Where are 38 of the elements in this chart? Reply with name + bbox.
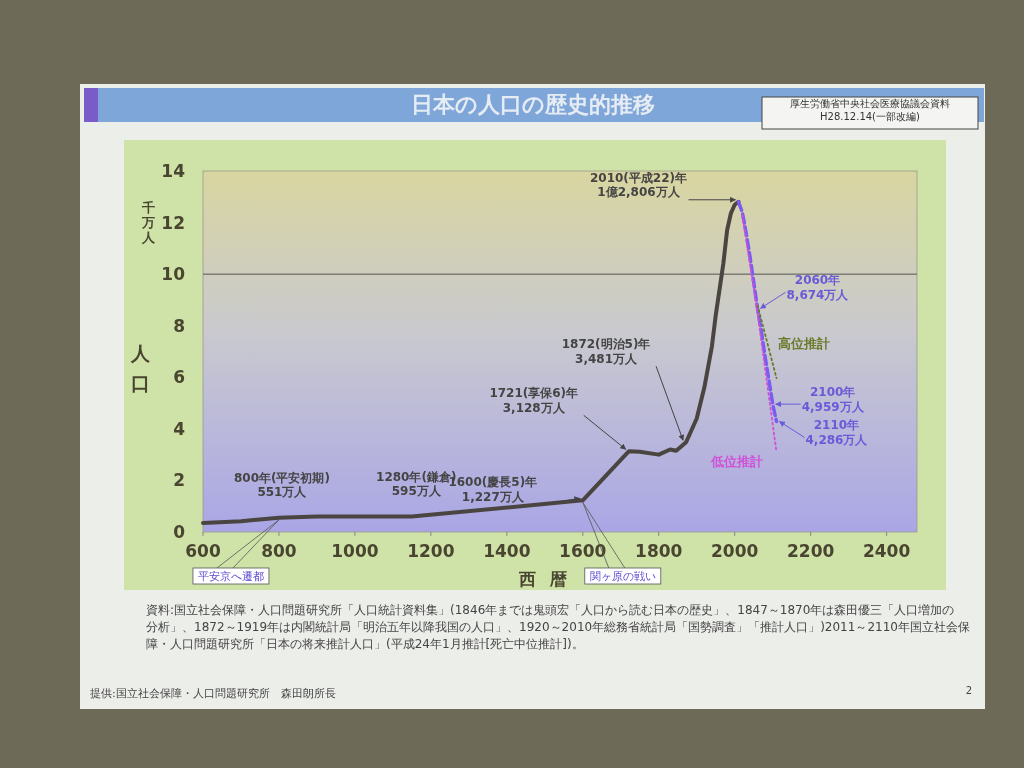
text: 提供:国立社会保障・人口問題研究所 森田朗所長 xyxy=(90,687,336,700)
x-tick-label: 2200 xyxy=(787,541,835,561)
y-tick-label: 14 xyxy=(161,161,186,181)
text: 千万人 xyxy=(140,200,156,245)
y-tick-label: 4 xyxy=(173,418,186,439)
annotation: 1872(明治5)年 3,481万人 xyxy=(561,337,651,366)
y-axis-title: 人口 xyxy=(129,342,151,394)
x-tick-label: 1600 xyxy=(559,541,607,561)
y-tick-label: 10 xyxy=(161,264,186,285)
annotation: 1721(享保6)年 3,128万人 xyxy=(489,386,579,415)
annotation: 2060年 8,674万人 xyxy=(786,273,850,302)
chart-title: 日本の人口の歴史的推移 xyxy=(411,92,655,117)
y-tick-label: 6 xyxy=(173,367,185,388)
annotation: 2010(平成22)年 1億2,806万人 xyxy=(589,170,688,200)
x-tick-label: 2400 xyxy=(862,541,911,561)
series-label: 高位推計 xyxy=(778,336,831,352)
y-tick-label: 2 xyxy=(173,470,185,491)
text: 2 xyxy=(965,685,972,696)
x-tick-label: 800 xyxy=(261,541,297,561)
y-tick-label: 0 xyxy=(173,522,186,542)
x-tick-label: 1400 xyxy=(483,541,531,561)
annotation: 2100年 4,959万人 xyxy=(801,385,865,414)
annotation: 800年(平安初期) 551万人 xyxy=(233,470,330,500)
text: 厚生労働省中央社会医療協議会資料 H28.12.14(一部改編) xyxy=(790,98,950,122)
y-tick-label: 12 xyxy=(161,212,185,233)
x-tick-label: 1800 xyxy=(635,541,683,561)
line-series xyxy=(736,200,779,424)
x-tick-label: 600 xyxy=(185,541,221,561)
annotation: 平安京へ遷都 xyxy=(197,570,264,582)
series-label: 低位推計 xyxy=(710,454,764,470)
annotation: 2110年 4,286万人 xyxy=(805,418,869,447)
x-tick-label: 1000 xyxy=(331,541,379,561)
x-tick-label: 2000 xyxy=(711,541,759,561)
y-tick-label: 8 xyxy=(173,315,185,336)
x-tick-label: 1200 xyxy=(407,541,455,561)
text: 資料:国立社会保障・人口問題研究所「人口統計資料集」(1846年までは鬼頭宏「人口から読む日本の歴史」、1847～1870年は森田優三「人口増加の分析」、1872～1919年は内閣統計局「明治五年以降我国の人口」、1920～2010年総務省統計局「国勢調査」「推計人口」)2011～2110年国立社会保障・人口問題研究所「日本の将来推計人口」(平成24年1月推計[死亡中位推計])。 xyxy=(146,603,970,651)
annotation: 関ヶ原の戦い xyxy=(589,570,656,582)
x-axis-title: 西暦 xyxy=(518,569,581,589)
